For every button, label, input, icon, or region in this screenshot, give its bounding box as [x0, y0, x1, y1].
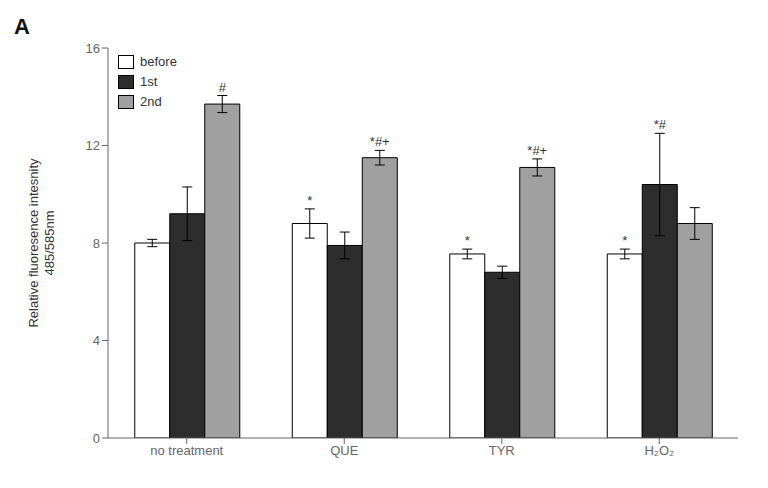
svg-text:*: *: [307, 193, 312, 208]
svg-text:*: *: [622, 233, 627, 248]
svg-text:*: *: [465, 233, 470, 248]
svg-text:0: 0: [93, 431, 100, 446]
svg-text:4: 4: [93, 333, 100, 348]
svg-text:no treatment: no treatment: [150, 443, 223, 458]
html-text:before: before: [140, 54, 177, 69]
svg-text:QUE: QUE: [330, 443, 359, 458]
html-text:2nd: 2nd: [140, 94, 162, 109]
svg-text:H₂O₂: H₂O₂: [644, 443, 674, 458]
svg-text:*#: *#: [654, 117, 667, 132]
html-text:1st: 1st: [140, 74, 158, 89]
svg-text:#: #: [219, 80, 227, 95]
svg-text:Relative fluoresence intesnity: Relative fluoresence intesnity485/585nm: [26, 158, 57, 328]
svg-text:16: 16: [86, 41, 100, 56]
svg-text:8: 8: [93, 236, 100, 251]
svg-text:12: 12: [86, 138, 100, 153]
svg-text:*#+: *#+: [527, 143, 547, 158]
svg-text:*#+: *#+: [370, 134, 390, 149]
svg-text:TYR: TYR: [489, 443, 515, 458]
html-text:A: A: [14, 14, 30, 39]
